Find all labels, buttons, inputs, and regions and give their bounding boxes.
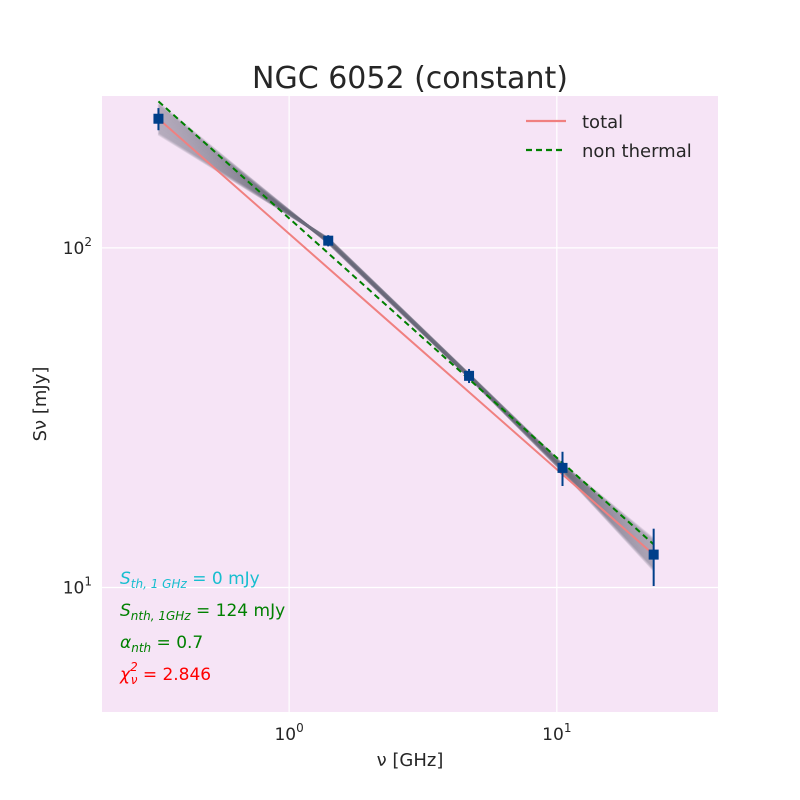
y-tick-label-0: 101	[63, 575, 92, 599]
data-point-0	[153, 113, 164, 124]
annotation-spectral-index: αnth = 0.7	[120, 633, 203, 655]
chart-title: NGC 6052 (constant)	[252, 61, 568, 96]
x-tick-label-0: 100	[274, 721, 303, 745]
legend-total-label: total	[582, 112, 623, 133]
data-point-1	[323, 235, 334, 246]
x-tick-label-1: 101	[542, 721, 571, 745]
legend-nonthermal-label: non thermal	[582, 141, 692, 162]
x-axis-label: ν [GHz]	[377, 750, 444, 771]
y-tick-label-1: 102	[63, 235, 92, 259]
data-points	[153, 108, 659, 587]
legend: total non thermal	[526, 112, 692, 162]
nonthermal-line	[157, 100, 655, 546]
data-point-2	[464, 370, 475, 381]
y-axis-label: Sν [mJy]	[30, 367, 51, 442]
data-point-3	[557, 462, 568, 473]
annotation-thermal-flux: Sth, 1 GHz = 0 mJy	[120, 569, 260, 591]
grid-layer	[102, 96, 718, 712]
total-line	[157, 117, 655, 556]
fit-annotations: Sth, 1 GHz = 0 mJy Snth, 1GHz = 124 mJy …	[119, 569, 285, 687]
annotation-reduced-chi2: χ2 ν = 2.846	[119, 660, 211, 687]
tick-labels: 100 101 101 102	[63, 235, 572, 745]
series-layer	[157, 100, 655, 556]
data-point-4	[648, 549, 659, 560]
annotation-nonthermal-flux: Snth, 1GHz = 124 mJy	[120, 601, 285, 623]
plot-area	[102, 96, 718, 712]
